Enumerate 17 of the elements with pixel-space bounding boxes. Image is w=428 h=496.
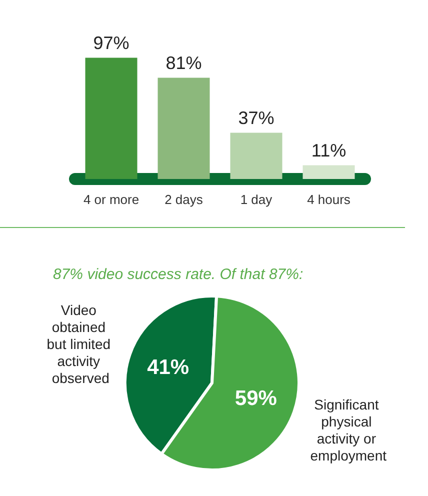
- x-tick-label: 4 hours: [307, 192, 351, 207]
- x-tick-label: 2 days: [164, 192, 204, 207]
- data-label: 11%: [311, 140, 346, 160]
- data-label: 97%: [93, 32, 130, 53]
- bar: [230, 132, 282, 179]
- bar: [85, 58, 138, 179]
- chart-title: 87% video success rate. Of that 87%:: [53, 266, 304, 283]
- bar: [158, 78, 210, 179]
- x-tick-label: 1 day: [240, 192, 273, 207]
- slice-label: Significant physical activity or employment: [310, 396, 387, 464]
- data-label: 81%: [166, 52, 202, 73]
- data-label: 37%: [238, 108, 274, 128]
- x-tick-label: 4 or more: [83, 192, 140, 207]
- bar: [302, 165, 355, 179]
- slice-label: Video obtained but limited activity observed: [46, 302, 114, 386]
- data-label: 59%: [234, 386, 278, 410]
- data-label: 41%: [147, 356, 190, 380]
